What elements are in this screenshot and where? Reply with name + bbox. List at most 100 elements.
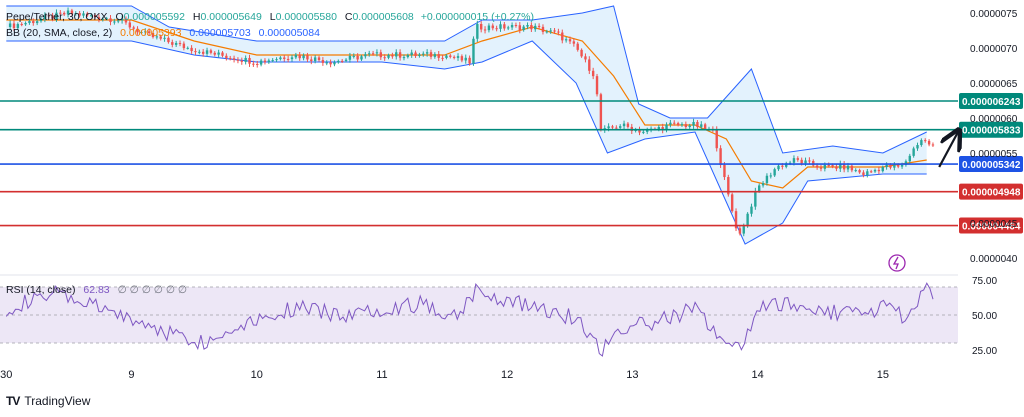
candle-body <box>715 129 718 149</box>
bb-basis-value: 0.000005393 <box>120 27 181 39</box>
level-value: 0.000004948 <box>962 188 1021 199</box>
candle-body <box>777 165 780 170</box>
candle-body <box>163 37 166 39</box>
candle-body <box>352 55 355 57</box>
candle-body <box>460 56 464 61</box>
candle-body <box>669 122 672 125</box>
level-tag <box>959 156 1023 173</box>
candle-body <box>657 127 661 130</box>
candle-body <box>78 13 81 16</box>
candle-body <box>541 26 545 32</box>
candle-body <box>703 124 707 129</box>
price-axis[interactable]: 0.0000075 0.0000070 0.0000065 0.0000060 0.00… <box>970 9 1018 265</box>
candle-body <box>124 18 128 23</box>
candle-body <box>850 165 854 171</box>
candle-body <box>522 26 525 31</box>
candle-body <box>904 161 908 165</box>
candle-body <box>591 70 595 77</box>
candle-body <box>757 185 761 192</box>
candle-body <box>283 57 286 59</box>
candle-body <box>514 25 518 27</box>
rsi-pane[interactable]: RSI (14, close) 62.83 ∅ ∅ ∅ ∅ ∅ ∅ 75.00 5… <box>0 276 997 357</box>
candle-body <box>819 167 823 169</box>
candle-body <box>646 129 649 132</box>
candle-body <box>788 162 792 164</box>
candle-body <box>186 47 189 49</box>
candle-body <box>66 10 70 15</box>
candle-body <box>337 60 340 63</box>
candle-body <box>221 52 224 56</box>
candle-body <box>437 54 440 58</box>
price-levels[interactable]: 0.0000062430.0000058330.0000053420.00000… <box>0 92 1023 234</box>
candle-body <box>286 58 290 60</box>
candle-body <box>862 172 865 176</box>
candle-body <box>178 43 182 45</box>
candle-body <box>568 39 572 42</box>
candle-body <box>28 21 31 23</box>
candle-body <box>800 159 803 164</box>
bollinger-upper-band <box>6 5 927 154</box>
open-value: 0.000005592 <box>124 11 185 23</box>
candle-body <box>140 32 143 34</box>
chart-legend: Pepe/Tether, 30, OKX O0.000005592 H 0.000… <box>6 11 534 39</box>
open-label: O <box>116 11 124 23</box>
rsi-guides <box>0 286 958 344</box>
bb-label: BB (20, SMA, close, 2) <box>6 27 112 39</box>
candle-body <box>229 58 232 60</box>
candle-body <box>823 165 827 169</box>
rsi-axis[interactable]: 75.00 50.00 25.00 <box>972 276 997 357</box>
candle-body <box>499 24 502 29</box>
candle-body <box>897 164 900 167</box>
tradingview-logo-icon: TV <box>6 394 20 408</box>
candle-body <box>201 51 205 54</box>
bollinger-band-fill <box>6 6 927 244</box>
candle-body <box>472 38 475 64</box>
tradingview-brand[interactable]: TV TradingView <box>6 394 90 408</box>
candle-body <box>348 55 352 60</box>
low-value: 0.000005580 <box>276 11 337 23</box>
candle-body <box>155 36 159 38</box>
price-tick-label: 0.0000060 <box>970 114 1018 125</box>
candle-body <box>144 31 147 33</box>
bb-upper-value: 0.000005703 <box>189 27 250 39</box>
candle-body <box>16 24 20 29</box>
candle-body <box>317 57 321 61</box>
symbol-label: Pepe/Tether, 30, OKX <box>6 11 108 23</box>
candle-body <box>680 124 684 126</box>
price-tick-label: 0.0000055 <box>970 149 1018 160</box>
legend-line-1: Pepe/Tether, 30, OKX O0.000005592 H 0.000… <box>6 11 534 23</box>
high-label: H <box>193 11 201 23</box>
candle-body <box>889 164 892 168</box>
candle-body <box>700 124 703 127</box>
rsi-tick-label: 25.00 <box>972 346 997 357</box>
change-value: +0.000000015 (+0.27%) <box>421 11 534 23</box>
candle-body <box>452 56 456 58</box>
time-tick-label: 10 <box>251 369 263 381</box>
candle-body <box>402 57 406 59</box>
candle-body <box>916 145 919 149</box>
candle-body <box>364 54 367 57</box>
candle-body <box>750 206 753 214</box>
time-tick-label: 9 <box>128 369 134 381</box>
candle-body <box>866 171 869 176</box>
candle-body <box>885 164 888 168</box>
candle-body <box>298 54 301 59</box>
candle-body <box>267 60 271 63</box>
candle-body <box>182 43 186 49</box>
lightning-icon[interactable] <box>888 254 906 272</box>
candle-body <box>356 55 359 60</box>
candle-body <box>101 18 104 20</box>
candle-body <box>900 164 904 167</box>
candle-body <box>279 57 282 60</box>
candle-body <box>51 15 54 19</box>
candle-body <box>684 124 688 128</box>
trend-arrow <box>938 132 958 168</box>
candle-body <box>252 63 255 65</box>
candle-body <box>329 62 332 65</box>
candle-body <box>595 76 599 95</box>
price-pane[interactable]: 0.0000062430.0000058330.0000053420.00000… <box>0 5 1023 265</box>
time-axis[interactable]: 30 9 10 11 12 13 14 15 <box>0 369 889 381</box>
candle-body <box>507 27 510 29</box>
candle-body <box>256 63 259 65</box>
